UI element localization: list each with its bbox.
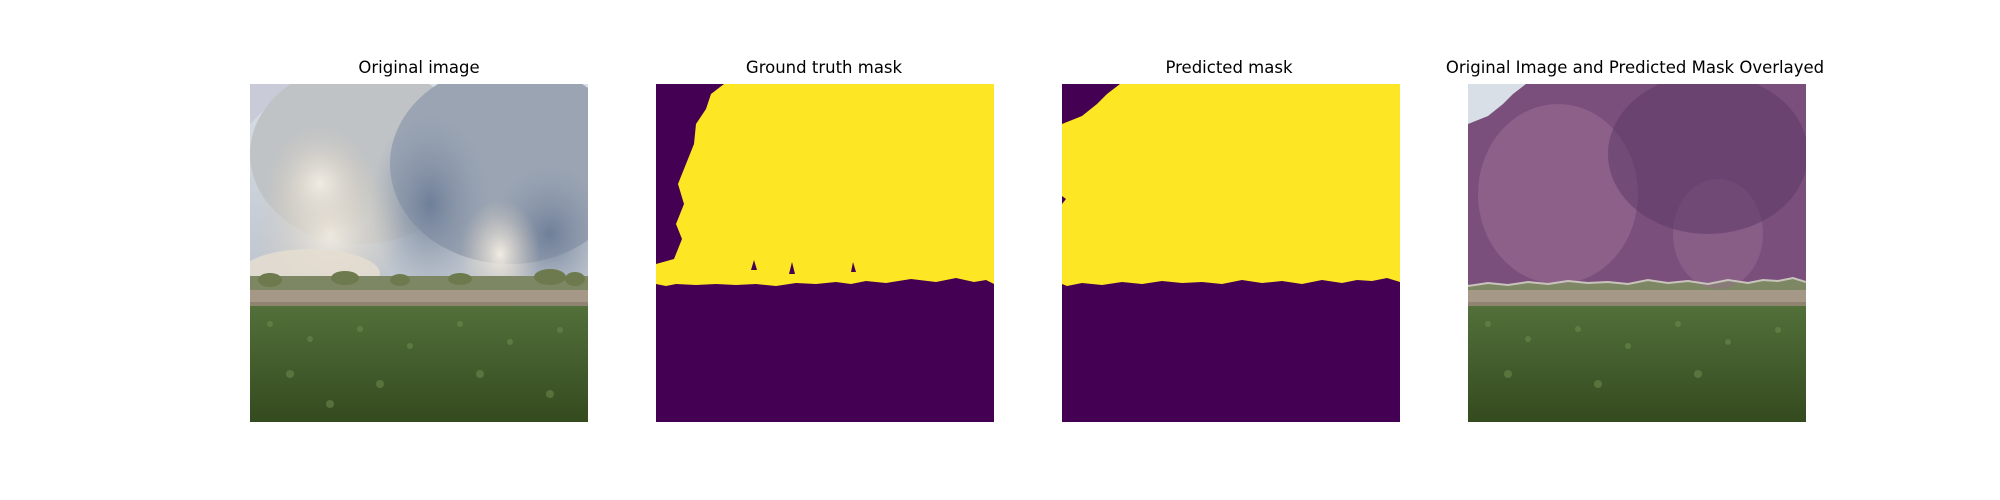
ground-truth-mask (656, 84, 994, 422)
ground-truth-mask-panel (656, 84, 994, 422)
panel-title-overlay: Original Image and Predicted Mask Overla… (1445, 58, 1825, 77)
predicted-mask (1062, 84, 1400, 422)
overlay-panel (1468, 84, 1806, 422)
original-image (250, 84, 588, 422)
original-image-panel (250, 84, 588, 422)
panel-title-predicted: Predicted mask (1165, 58, 1293, 77)
predicted-mask-panel (1062, 84, 1400, 422)
panel-title-original: Original image (358, 58, 480, 77)
panel-title-ground-truth: Ground truth mask (745, 58, 903, 77)
overlay-image (1468, 84, 1806, 422)
